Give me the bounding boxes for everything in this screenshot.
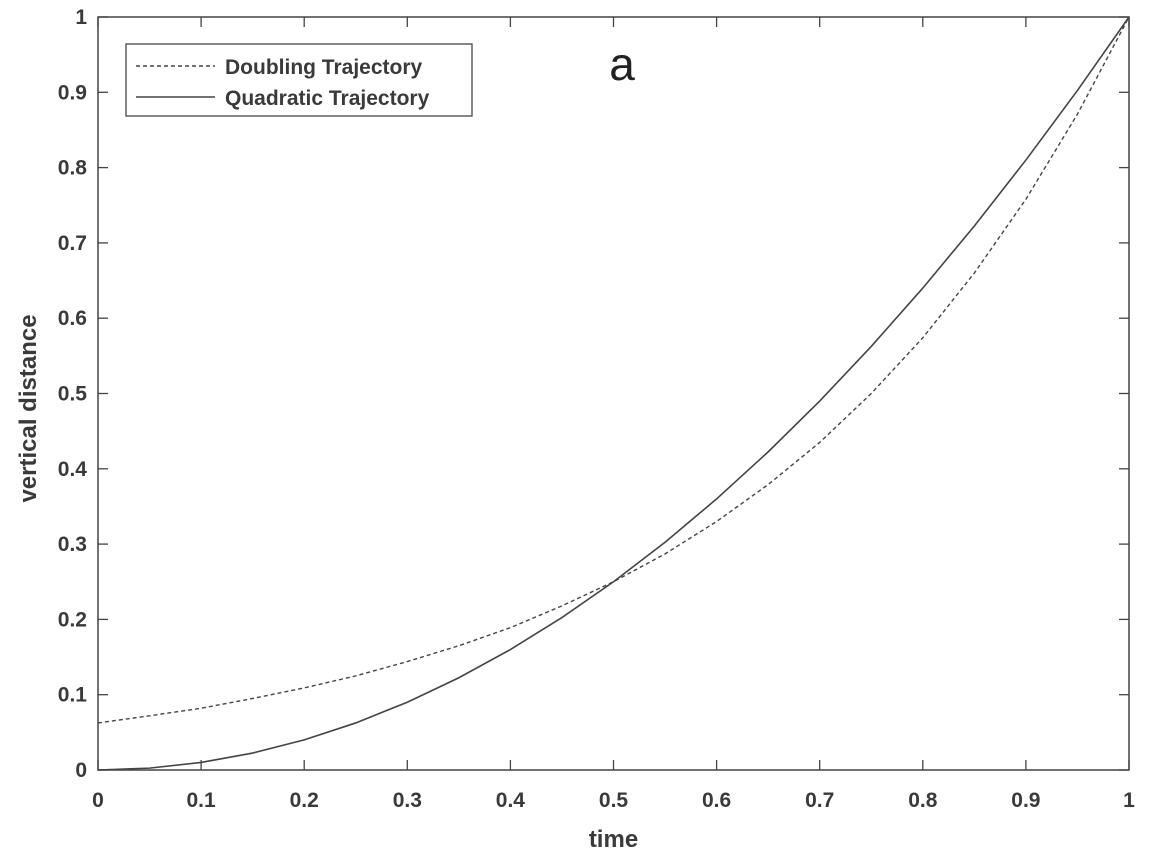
- x-tick-label: 0: [92, 789, 104, 812]
- series-line-quadratic-trajectory: [97, 16, 1130, 771]
- series-layer: [97, 16, 1130, 771]
- y-tick-label: 0.7: [58, 232, 87, 255]
- y-tick-label: 0.4: [58, 458, 88, 481]
- legend-label-quadratic: Quadratic Trajectory: [225, 87, 430, 110]
- y-tick-label: 0.2: [58, 608, 87, 631]
- tick-layer: [97, 16, 1130, 771]
- legend-label-doubling: Doubling Trajectory: [225, 56, 423, 79]
- x-tick-label: 0.8: [908, 789, 938, 812]
- legend-box: [125, 43, 473, 117]
- x-tick-label: 0.3: [393, 789, 422, 812]
- panel-label: a: [609, 38, 635, 90]
- y-tick-label: 1: [75, 6, 87, 29]
- y-tick-label: 0.5: [58, 383, 88, 406]
- y-tick-label: 0.1: [58, 684, 88, 707]
- y-tick-label: 0.8: [58, 157, 88, 180]
- x-tick-label: 0.1: [186, 789, 216, 812]
- x-tick-label: 0.4: [496, 789, 526, 812]
- tick-label-layer: 0 0.1 0.2 0.3 0.4 0.5 0.6 0.7 0.8 0.9 1 0 0.1 0.2 0.3 0…: [58, 6, 1135, 812]
- x-tick-label: 0.2: [290, 789, 319, 812]
- y-tick-label: 0.6: [58, 307, 87, 330]
- x-tick-label: 0.6: [702, 789, 731, 812]
- y-tick-label: 0.3: [58, 533, 87, 556]
- x-tick-label: 1: [1123, 789, 1135, 812]
- legend: Doubling Trajectory Quadratic Trajectory: [125, 43, 473, 117]
- x-tick-label: 0.7: [805, 789, 834, 812]
- x-tick-label: 0.9: [1011, 789, 1040, 812]
- y-axis-label: vertical distance: [15, 314, 42, 502]
- y-tick-label: 0: [75, 759, 87, 782]
- x-axis-label: time: [589, 826, 638, 853]
- x-tick-label: 0.5: [599, 789, 629, 812]
- series-line-doubling-trajectory: [97, 16, 1130, 724]
- y-tick-label: 0.9: [58, 81, 87, 104]
